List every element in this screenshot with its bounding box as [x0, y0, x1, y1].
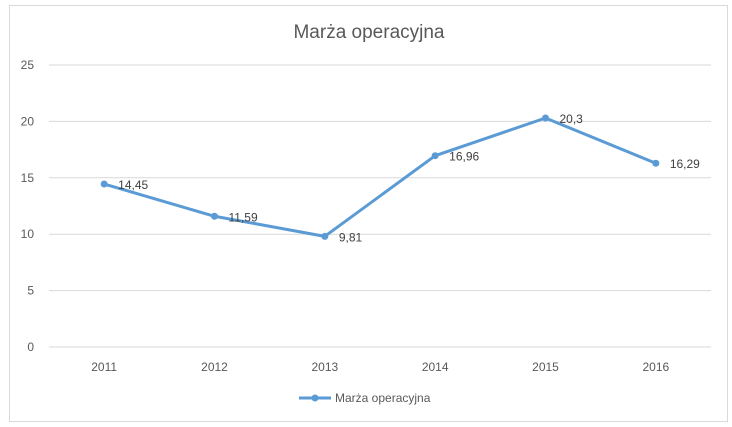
x-tick-label: 2016 — [642, 360, 669, 374]
data-label: 11,59 — [229, 210, 258, 224]
x-tick-label: 2011 — [91, 360, 117, 374]
x-tick-label: 2015 — [532, 360, 559, 374]
data-point — [431, 152, 439, 160]
y-axis-ticks: 0 5 10 15 20 25 — [21, 58, 35, 354]
data-point — [211, 212, 218, 220]
x-tick-label: 2014 — [422, 360, 449, 374]
data-point — [652, 159, 660, 167]
legend: Marża operacyjna — [299, 391, 431, 405]
data-label: 16,96 — [449, 150, 479, 164]
series-line — [102, 116, 658, 238]
y-tick-label: 25 — [21, 58, 35, 72]
data-label: 9,81 — [339, 230, 363, 244]
y-tick-label: 0 — [27, 340, 34, 354]
data-point — [542, 114, 549, 122]
x-axis-ticks: 2011 2012 2013 2014 2015 2016 — [91, 360, 669, 374]
data-label: 14,45 — [118, 178, 148, 192]
data-label: 16,29 — [670, 157, 700, 171]
y-tick-label: 20 — [21, 114, 35, 128]
data-point — [321, 232, 329, 240]
data-label: 20,3 — [560, 112, 584, 126]
series-group: 14,45 11,59 9,81 16,96 20,3 16,29 — [100, 112, 700, 244]
chart-title: Marża operacyjna — [293, 22, 444, 43]
y-tick-label: 15 — [21, 171, 35, 185]
x-tick-label: 2013 — [311, 360, 338, 374]
y-tick-label: 10 — [21, 227, 35, 241]
legend-label: Marża operacyjna — [335, 391, 431, 405]
y-tick-label: 5 — [27, 284, 34, 298]
data-point — [100, 180, 108, 188]
x-tick-label: 2012 — [201, 360, 228, 374]
chart-frame — [9, 5, 728, 422]
gridlines — [49, 64, 711, 348]
legend-marker-swatch — [311, 394, 319, 402]
